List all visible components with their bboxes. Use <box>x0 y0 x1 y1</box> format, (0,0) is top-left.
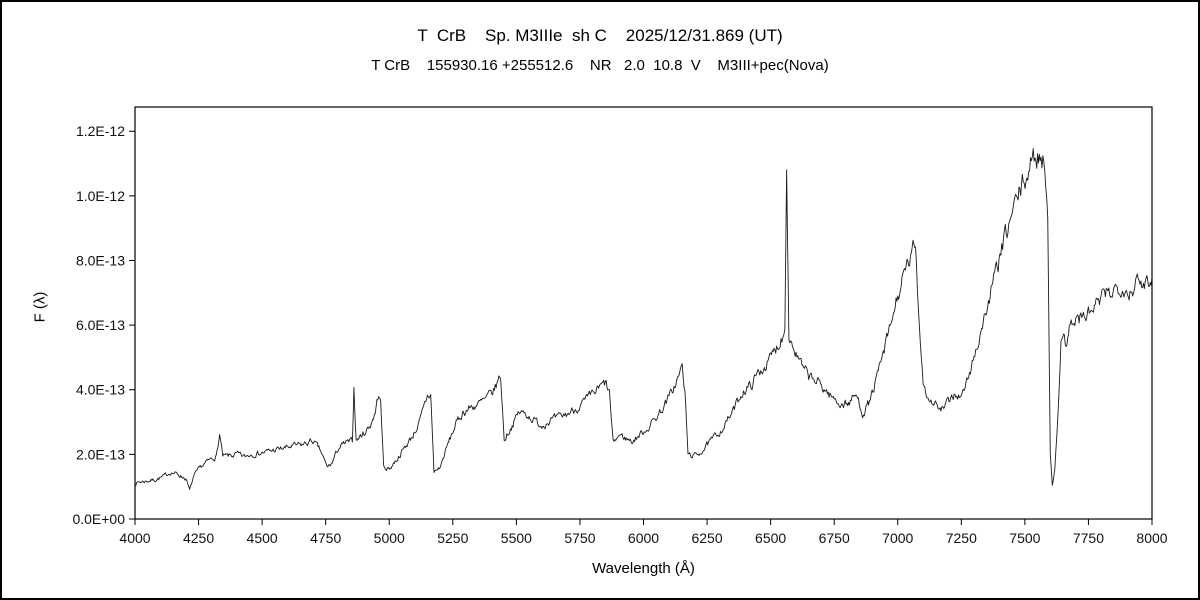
x-tick-label: 4500 <box>247 530 278 546</box>
chart-subtitle: T CrB 155930.16 +255512.6 NR 2.0 10.8 V … <box>371 57 829 74</box>
y-tick-label: 6.0E-13 <box>76 317 125 333</box>
x-tick-label: 4750 <box>310 530 341 546</box>
x-tick-label: 7250 <box>946 530 977 546</box>
x-tick-label: 4000 <box>119 530 150 546</box>
x-tick-label: 5750 <box>564 530 595 546</box>
x-tick-label: 6500 <box>755 530 786 546</box>
x-tick-label: 5250 <box>437 530 468 546</box>
x-tick-label: 5500 <box>501 530 532 546</box>
x-axis-label: Wavelength (Å) <box>592 560 695 577</box>
x-tick-label: 7500 <box>1009 530 1040 546</box>
y-tick-label: 8.0E-13 <box>76 252 125 268</box>
y-tick-label: 1.2E-12 <box>76 123 125 139</box>
y-tick-label: 0.0E+00 <box>72 511 125 527</box>
x-tick-label: 6750 <box>819 530 850 546</box>
plot-frame <box>134 106 1153 520</box>
spectrum-line <box>134 148 1153 490</box>
chart-title: T CrB Sp. M3IIIe sh C 2025/12/31.869 (UT… <box>417 26 783 45</box>
y-tick-label: 4.0E-13 <box>76 382 125 398</box>
x-tick-label: 5000 <box>374 530 405 546</box>
x-tick-label: 7000 <box>882 530 913 546</box>
y-tick-label: 2.0E-13 <box>76 446 125 462</box>
x-tick-label: 8000 <box>1136 530 1167 546</box>
x-tick-label: 7750 <box>1073 530 1104 546</box>
x-tick-label: 6000 <box>628 530 659 546</box>
x-tick-label: 6250 <box>691 530 722 546</box>
x-tick-label: 4250 <box>183 530 214 546</box>
y-tick-label: 1.0E-12 <box>76 188 125 204</box>
